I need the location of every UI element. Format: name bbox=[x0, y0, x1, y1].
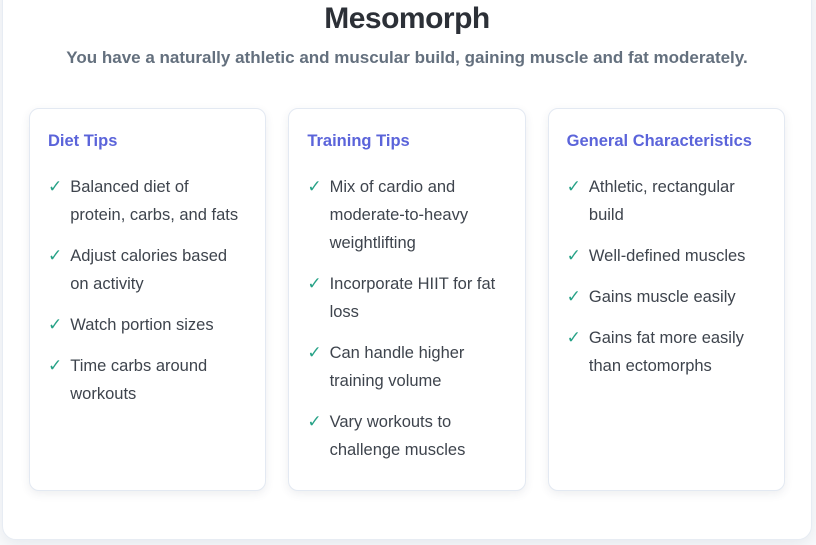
checkmark-icon: ✓ bbox=[307, 412, 322, 431]
checkmark-icon: ✓ bbox=[48, 315, 63, 334]
page-subtitle: You have a naturally athletic and muscul… bbox=[66, 48, 748, 67]
card-training-tips: Training Tips ✓ Mix of cardio and moderate… bbox=[288, 108, 526, 491]
card-diet-tips: Diet Tips ✓ Balanced diet of protein, carb… bbox=[29, 108, 267, 491]
card-item-list: ✓ Athletic, rectangular build ✓ Well-define… bbox=[567, 173, 766, 380]
list-item: ✓ Vary workouts to challenge muscles bbox=[307, 408, 506, 464]
list-item-text: Adjust calories based on activity bbox=[70, 247, 228, 293]
list-item: ✓ Adjust calories based on activity bbox=[48, 242, 247, 298]
card-general-characteristics: General Characteristics ✓ Athletic, rectan… bbox=[547, 108, 785, 491]
checkmark-icon: ✓ bbox=[566, 246, 581, 265]
page-title: Mesomorph bbox=[324, 2, 490, 35]
list-item-text: Time carbs around workouts bbox=[70, 357, 208, 403]
list-item: ✓ Balanced diet of protein, carbs, and fa… bbox=[48, 173, 247, 229]
list-item-text: Athletic, rectangular build bbox=[588, 178, 735, 224]
list-item-text: Gains fat more easily than ectomorphs bbox=[588, 329, 744, 375]
list-item: ✓ Gains fat more easily than ectomorphs bbox=[567, 324, 766, 380]
checkmark-icon: ✓ bbox=[48, 356, 63, 375]
checkmark-icon: ✓ bbox=[48, 246, 63, 265]
checkmark-icon: ✓ bbox=[48, 177, 63, 196]
list-item-text: Can handle higher training volume bbox=[329, 344, 465, 390]
list-item: ✓ Incorporate HIIT for fat loss bbox=[307, 270, 506, 326]
card-title: General Characteristics bbox=[566, 132, 752, 150]
list-item-text: Incorporate HIIT for fat loss bbox=[329, 275, 496, 321]
checkmark-icon: ✓ bbox=[307, 177, 322, 196]
list-item-text: Watch portion sizes bbox=[70, 316, 214, 334]
card-item-list: ✓ Balanced diet of protein, carbs, and fa… bbox=[48, 173, 247, 408]
card-item-list: ✓ Mix of cardio and moderate-to-heavy wei… bbox=[307, 173, 506, 464]
checkmark-icon: ✓ bbox=[566, 287, 581, 306]
list-item-text: Well-defined muscles bbox=[588, 247, 746, 265]
list-item-text: Mix of cardio and moderate-to-heavy weig… bbox=[329, 178, 469, 252]
checkmark-icon: ✓ bbox=[566, 177, 581, 196]
list-item: ✓ Time carbs around workouts bbox=[48, 352, 247, 408]
list-item: ✓ Athletic, rectangular build bbox=[567, 173, 766, 229]
checkmark-icon: ✓ bbox=[307, 343, 322, 362]
list-item: ✓ Watch portion sizes bbox=[48, 311, 247, 339]
checkmark-icon: ✓ bbox=[566, 328, 581, 347]
list-item-text: Gains muscle easily bbox=[588, 288, 736, 306]
list-item: ✓ Well-defined muscles bbox=[567, 242, 766, 270]
checkmark-icon: ✓ bbox=[307, 274, 322, 293]
list-item-text: Balanced diet of protein, carbs, and fat… bbox=[70, 178, 239, 224]
list-item: ✓ Can handle higher training volume bbox=[307, 339, 506, 395]
tips-cards-row: Diet Tips ✓ Balanced diet of protein, carb… bbox=[29, 108, 785, 491]
list-item: ✓ Mix of cardio and moderate-to-heavy wei… bbox=[307, 173, 506, 257]
list-item-text: Vary workouts to challenge muscles bbox=[329, 413, 466, 459]
card-title: Diet Tips bbox=[48, 132, 118, 150]
list-item: ✓ Gains muscle easily bbox=[567, 283, 766, 311]
card-title: Training Tips bbox=[307, 132, 410, 150]
